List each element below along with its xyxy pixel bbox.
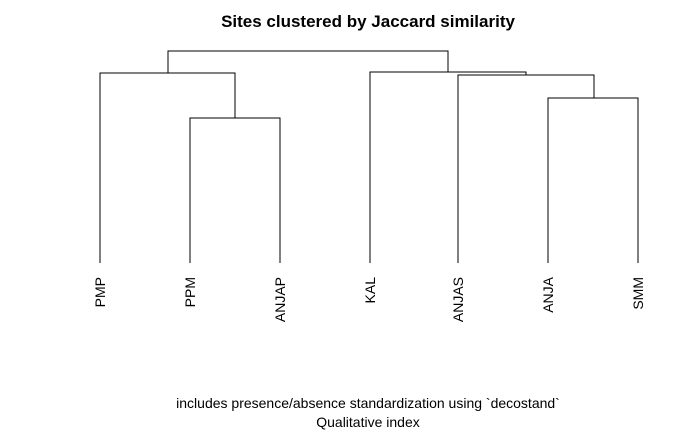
chart-title: Sites clustered by Jaccard similarity <box>221 12 515 31</box>
leaf-label-ppm: PPM <box>182 277 198 307</box>
subtitle-line-1: includes presence/absence standardizatio… <box>176 395 560 411</box>
leaf-label-anja: ANJA <box>540 276 556 312</box>
subtitle-line-2: Qualitative index <box>316 414 420 430</box>
branch-pmp-group <box>99 72 236 263</box>
branch-kal-group <box>369 71 527 263</box>
branch-anjas-group <box>457 74 595 263</box>
leaf-label-smm: SMM <box>630 277 646 310</box>
leaf-labels: PMP PPM ANJAP KAL ANJAS ANJA SMM <box>92 276 646 322</box>
branch-root <box>167 50 449 73</box>
leaf-label-anjas: ANJAS <box>450 277 466 322</box>
leaf-label-pmp: PMP <box>92 277 108 307</box>
branch-anja-smm <box>547 97 639 263</box>
leaf-label-anjap: ANJAP <box>272 277 288 322</box>
branch-ppm-anjap <box>189 117 281 263</box>
dendrogram-branches <box>99 50 639 263</box>
leaf-label-kal: KAL <box>362 277 378 304</box>
